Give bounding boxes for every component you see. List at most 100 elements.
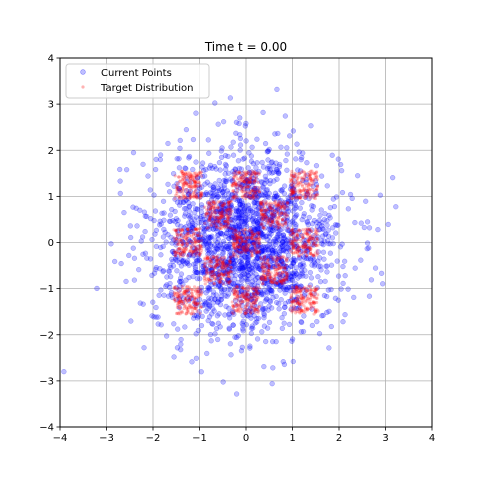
current-point — [230, 322, 236, 328]
target-point — [249, 308, 253, 312]
target-point — [215, 263, 219, 267]
current-point — [293, 195, 299, 201]
current-point — [232, 334, 238, 340]
current-point — [243, 223, 250, 230]
current-point — [310, 183, 316, 189]
current-point — [288, 263, 294, 269]
current-point — [138, 238, 144, 244]
target-point — [209, 215, 213, 219]
target-point — [181, 229, 185, 233]
target-point — [231, 183, 235, 188]
current-point — [145, 173, 151, 179]
target-point — [243, 171, 247, 175]
current-point — [228, 244, 234, 251]
target-point — [292, 174, 296, 178]
target-point — [280, 270, 285, 274]
current-point — [264, 236, 270, 243]
target-point — [264, 210, 268, 214]
target-point — [251, 291, 255, 295]
current-point — [293, 281, 299, 287]
current-point — [266, 163, 272, 170]
current-point — [208, 338, 214, 344]
target-point — [193, 189, 197, 194]
current-point — [137, 207, 143, 213]
current-point — [297, 262, 303, 269]
current-point — [244, 185, 251, 191]
target-point — [265, 215, 269, 219]
current-point — [246, 193, 253, 200]
current-point — [325, 227, 331, 233]
current-point — [324, 263, 330, 269]
target-point — [235, 195, 239, 200]
target-point — [244, 189, 248, 193]
current-point — [244, 176, 250, 183]
current-point — [315, 274, 321, 280]
current-point — [290, 128, 297, 134]
current-point — [193, 331, 199, 337]
target-point — [232, 244, 236, 248]
current-point — [333, 230, 339, 236]
current-point — [183, 277, 189, 283]
target-point — [243, 193, 247, 197]
legend: Current Points Target Distribution — [65, 63, 210, 99]
current-point — [244, 259, 251, 266]
current-point — [223, 163, 230, 169]
target-point — [315, 174, 319, 178]
current-point — [166, 218, 173, 224]
current-point — [216, 253, 222, 259]
target-point — [216, 216, 221, 220]
current-point — [183, 165, 189, 172]
current-point — [301, 211, 307, 217]
x-tick-label: −3 — [99, 433, 114, 444]
current-point — [317, 279, 324, 285]
current-point — [223, 303, 229, 310]
current-point — [239, 264, 245, 270]
target-point — [251, 196, 255, 201]
target-point — [275, 209, 279, 213]
target-point — [199, 171, 203, 176]
current-point — [275, 236, 281, 242]
current-point — [269, 247, 275, 253]
current-point — [163, 333, 170, 339]
current-point — [284, 167, 290, 173]
current-point — [254, 275, 261, 281]
current-point — [331, 203, 338, 210]
current-point — [249, 187, 255, 193]
target-point — [192, 171, 196, 175]
current-point — [223, 243, 229, 250]
target-point — [302, 286, 306, 291]
target-point — [205, 267, 209, 271]
target-point — [199, 248, 204, 252]
current-point — [232, 224, 238, 231]
current-point — [290, 260, 296, 266]
current-point — [275, 234, 281, 240]
current-point — [206, 303, 212, 310]
target-point — [258, 206, 262, 210]
current-point — [160, 234, 167, 240]
current-point — [284, 240, 290, 247]
current-point — [227, 204, 233, 210]
current-point — [287, 186, 294, 192]
target-point — [235, 190, 239, 194]
target-point — [270, 278, 274, 282]
current-point — [255, 315, 262, 321]
current-point — [213, 270, 219, 277]
current-point — [275, 171, 282, 177]
current-point — [177, 137, 183, 144]
target-point — [296, 308, 300, 312]
current-point — [198, 213, 204, 220]
target-point — [288, 248, 293, 252]
current-point — [338, 161, 344, 168]
current-point — [253, 256, 260, 262]
current-point — [248, 232, 254, 238]
current-point — [207, 279, 214, 285]
current-point — [224, 293, 230, 299]
target-point — [236, 246, 240, 250]
current-point — [186, 213, 192, 219]
current-point — [260, 109, 266, 116]
current-point — [217, 167, 223, 173]
current-point — [324, 183, 330, 189]
target-point — [216, 271, 220, 275]
target-point — [196, 180, 200, 184]
current-point — [165, 293, 172, 299]
